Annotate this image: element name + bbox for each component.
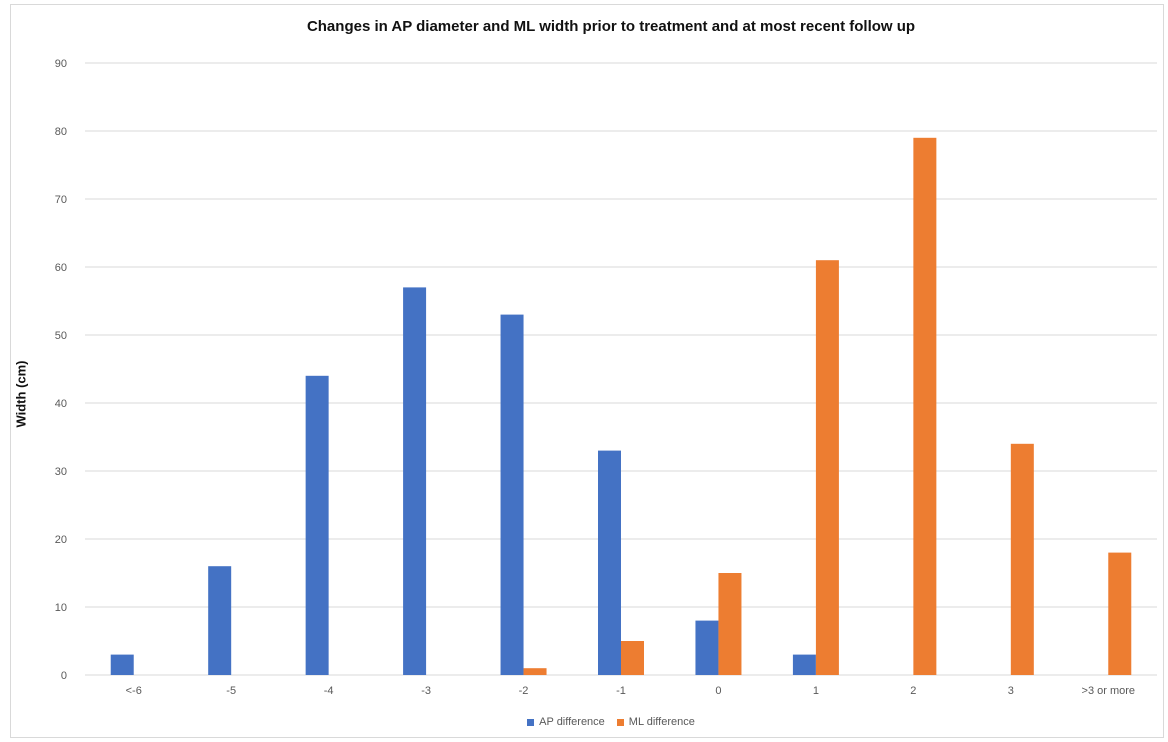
bar-ap-1: [208, 566, 232, 675]
x-tick-label: -2: [519, 685, 529, 697]
x-tick-label: 3: [1008, 685, 1014, 697]
bar-ap-4: [500, 314, 524, 675]
y-tick-label: 60: [55, 262, 67, 274]
legend: AP difference ML difference: [0, 716, 1168, 729]
chart-frame: [10, 4, 1164, 738]
x-tick-label: >3 or more: [1082, 685, 1136, 697]
bar-ap-2: [305, 375, 329, 675]
y-tick-label: 0: [61, 670, 67, 682]
bar-ml-9: [1010, 443, 1034, 675]
x-tick-label: -5: [226, 685, 236, 697]
x-tick-label: -1: [616, 685, 626, 697]
chart-title: Changes in AP diameter and ML width prio…: [306, 18, 916, 35]
bar-ap-6: [695, 620, 719, 675]
y-tick-label: 40: [55, 398, 67, 410]
legend-swatch: [527, 718, 535, 726]
y-tick-labels: 0 10 20 30 40 50 60 70 80 90: [55, 58, 67, 682]
legend-label: AP difference: [539, 716, 605, 728]
legend-label: ML difference: [628, 716, 695, 728]
x-tick-label: 0: [715, 685, 721, 697]
y-tick-label: 80: [55, 126, 67, 138]
y-tick-label: 90: [55, 58, 67, 70]
bar-ap-7: [792, 654, 816, 675]
x-tick-label: -3: [421, 685, 431, 697]
bar-ml-7: [815, 260, 839, 675]
x-tick-label: <-6: [126, 685, 142, 697]
y-tick-label: 10: [55, 602, 67, 614]
legend-item-ap: AP difference: [527, 716, 605, 728]
bar-ap-0: [110, 654, 134, 675]
x-tick-label: -4: [324, 685, 334, 697]
legend-swatch: [616, 718, 624, 726]
bar-ap-5: [598, 450, 621, 675]
bars: [110, 137, 1132, 676]
x-tick-label: 2: [910, 685, 916, 697]
y-tick-label: 50: [55, 330, 67, 342]
bar-ml-6: [718, 573, 742, 675]
y-tick-label: 20: [55, 534, 67, 546]
bar-ml-4: [523, 668, 547, 675]
x-tick-label: 1: [813, 685, 819, 697]
bar-ml-5: [621, 641, 644, 675]
bar-ap-3: [403, 287, 427, 675]
bar-ml-10: [1108, 552, 1132, 675]
legend-item-ml: ML difference: [616, 716, 695, 728]
bar-ml-8: [913, 137, 937, 676]
y-tick-label: 30: [55, 466, 67, 478]
x-tick-labels: <-6 -5 -4 -3 -2 -1 0 1 2 3 >3 or more: [126, 685, 1135, 697]
y-tick-label: 70: [55, 194, 67, 206]
